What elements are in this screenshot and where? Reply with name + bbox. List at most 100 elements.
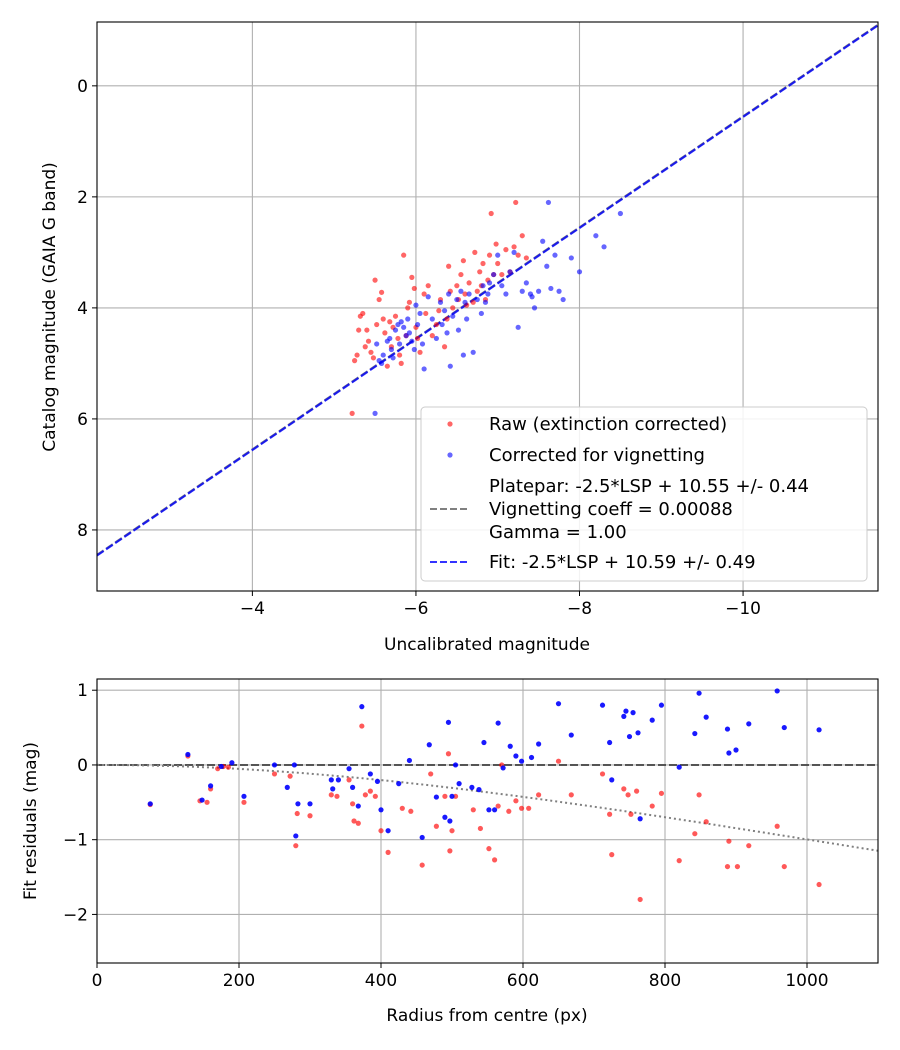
- raw-point: [477, 269, 483, 275]
- raw-residual-point: [506, 808, 512, 814]
- raw-point: [433, 321, 439, 328]
- corrected-residual-point: [271, 762, 278, 768]
- top-ytick-label: 4: [77, 299, 88, 319]
- corrected-residual-point: [445, 719, 452, 725]
- corrected-point: [414, 321, 421, 328]
- top-xtick-label: −4: [240, 599, 265, 619]
- corrected-point: [441, 308, 448, 314]
- raw-residual-point: [385, 849, 391, 855]
- raw-point: [398, 360, 404, 366]
- corrected-point: [411, 346, 417, 353]
- raw-residual-point: [442, 793, 448, 799]
- raw-point: [401, 252, 407, 258]
- raw-point: [436, 308, 442, 314]
- corrected-point: [464, 316, 470, 322]
- corrected-point: [444, 330, 450, 336]
- raw-residual-point: [526, 805, 532, 811]
- top-xtick-label: −8: [567, 599, 592, 619]
- raw-point: [365, 338, 372, 344]
- raw-point: [370, 355, 377, 361]
- corrected-point: [560, 296, 566, 303]
- corrected-residual-point: [426, 742, 432, 748]
- raw-point: [423, 310, 429, 317]
- raw-residual-point: [408, 808, 414, 814]
- corrected-residual-point: [284, 784, 290, 790]
- legend-marker-corrected: [447, 452, 453, 458]
- raw-residual-point: [599, 771, 606, 777]
- corrected-residual-point: [396, 781, 402, 787]
- corrected-residual-point: [307, 801, 313, 807]
- corrected-residual-point: [500, 765, 506, 771]
- corrected-point: [491, 271, 497, 278]
- legend-label-corrected: Corrected for vignetting: [489, 445, 705, 466]
- corrected-point: [458, 288, 464, 294]
- top-ylabel: Catalog magnitude (GAIA G band): [40, 162, 60, 452]
- raw-point: [503, 247, 509, 253]
- corrected-point: [429, 316, 435, 322]
- corrected-residual-point: [507, 743, 513, 749]
- top-xtick-label: −10: [725, 599, 761, 619]
- corrected-point: [401, 324, 407, 330]
- corrected-point: [617, 210, 623, 217]
- raw-residual-point: [625, 792, 631, 798]
- raw-residual-point: [445, 751, 452, 757]
- corrected-point: [485, 291, 491, 297]
- corrected-point: [499, 283, 505, 289]
- corrected-point: [450, 313, 456, 319]
- corrected-point: [548, 285, 554, 292]
- raw-point: [405, 305, 411, 311]
- bottom-xtick-label: 600: [507, 971, 539, 991]
- raw-point: [444, 316, 450, 322]
- corrected-residual-point: [229, 760, 235, 766]
- corrected-residual-point: [452, 762, 459, 768]
- corrected-point: [439, 321, 445, 328]
- bottom-grid: [96, 679, 878, 963]
- raw-point: [409, 274, 415, 280]
- raw-point: [493, 241, 499, 247]
- corrected-point: [421, 366, 427, 372]
- corrected-residual-point: [726, 750, 732, 756]
- legend-marker-raw: [447, 421, 453, 427]
- top-axes-frame: [96, 21, 879, 592]
- corrected-point: [419, 341, 426, 347]
- corrected-point: [446, 291, 452, 297]
- corrected-residual-point: [419, 834, 425, 841]
- corrected-point: [495, 252, 501, 258]
- corrected-point: [529, 294, 535, 300]
- corrected-residual-point: [218, 763, 224, 770]
- corrected-point: [523, 280, 529, 286]
- corrected-residual-point: [359, 704, 365, 710]
- corrected-residual-point: [495, 720, 501, 726]
- corrected-point: [576, 269, 583, 275]
- corrected-residual-point: [492, 807, 498, 813]
- corrected-point: [544, 263, 550, 269]
- raw-point: [414, 335, 421, 342]
- corrected-residual-point: [607, 739, 613, 746]
- corrected-residual-point: [350, 784, 356, 790]
- raw-point: [364, 327, 370, 333]
- corrected-point: [466, 291, 472, 297]
- bottom-xtick-label: 400: [365, 971, 397, 991]
- corrected-residual-point: [623, 708, 629, 714]
- corrected-point: [482, 299, 489, 305]
- bottom-scatter-points: [147, 688, 822, 903]
- corrected-residual-point: [733, 747, 739, 753]
- bottom-xtick-label: 200: [223, 971, 255, 991]
- corrected-residual-point: [185, 751, 191, 758]
- top-ytick-label: 6: [77, 410, 88, 430]
- raw-point: [446, 263, 452, 269]
- corrected-residual-point: [449, 793, 455, 799]
- raw-residual-point: [568, 792, 574, 798]
- corrected-residual-point: [406, 757, 412, 764]
- raw-residual-point: [307, 813, 313, 819]
- top-fit-lines: [96, 23, 879, 557]
- fit-line: [96, 24, 879, 557]
- corrected-residual-point: [658, 702, 665, 708]
- corrected-point: [540, 238, 546, 244]
- raw-residual-point: [378, 828, 384, 834]
- raw-residual-point: [536, 792, 542, 798]
- corrected-residual-point: [635, 730, 641, 736]
- raw-point: [368, 349, 374, 355]
- corrected-point: [392, 327, 399, 333]
